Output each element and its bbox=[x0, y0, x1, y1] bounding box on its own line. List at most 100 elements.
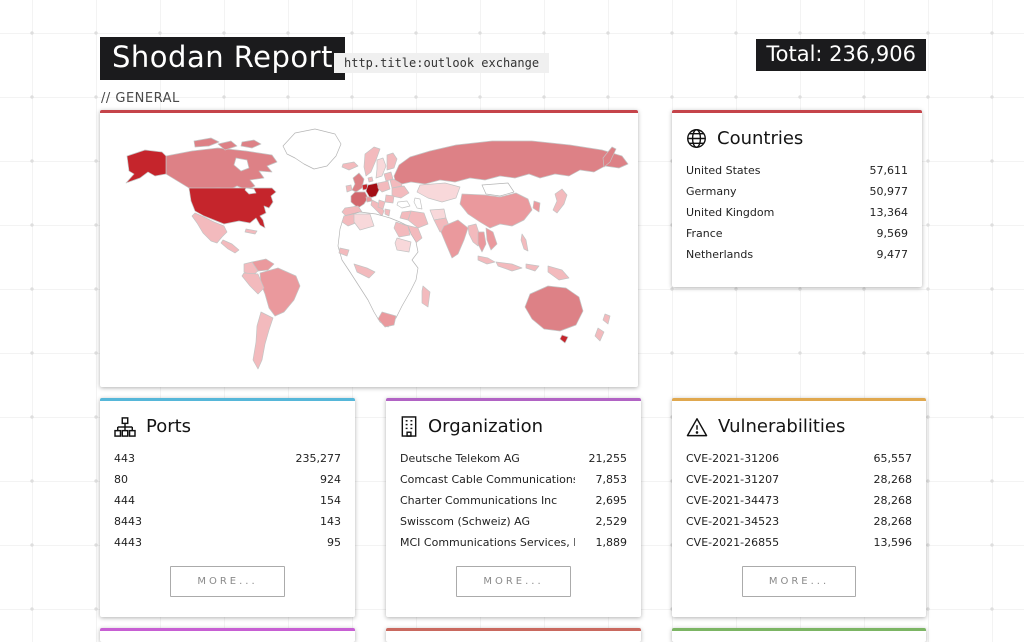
organization-count: 2,529 bbox=[595, 515, 628, 528]
arctic-islands-c bbox=[240, 139, 262, 149]
port-count: 924 bbox=[320, 473, 341, 486]
great-lakes bbox=[244, 187, 257, 195]
country-iceland bbox=[341, 161, 359, 171]
hudson-bay bbox=[233, 157, 250, 172]
black-sea bbox=[396, 200, 411, 209]
organization-row[interactable]: Deutsche Telekom AG 21,255 bbox=[400, 448, 627, 469]
country-russia bbox=[393, 140, 629, 185]
arctic-islands-a bbox=[193, 137, 220, 148]
port-count: 154 bbox=[320, 494, 341, 507]
country-row[interactable]: France 9,569 bbox=[686, 223, 908, 244]
port-row[interactable]: 443 235,277 bbox=[114, 448, 341, 469]
port-row[interactable]: 4443 95 bbox=[114, 532, 341, 553]
port-row[interactable]: 444 154 bbox=[114, 490, 341, 511]
section-label-general: // GENERAL bbox=[101, 91, 180, 106]
organization-count: 7,853 bbox=[595, 473, 628, 486]
country-china bbox=[459, 192, 533, 229]
countries-panel-header: Countries bbox=[672, 113, 922, 158]
cve-count: 28,268 bbox=[873, 515, 913, 528]
total-count-badge: Total: 236,906 bbox=[756, 39, 926, 71]
cve-count: 28,268 bbox=[873, 473, 913, 486]
organization-panel: Organization Deutsche Telekom AG 21,255 C… bbox=[386, 398, 641, 617]
country-indonesia-a bbox=[495, 261, 523, 272]
country-iraq bbox=[399, 210, 412, 221]
vulnerability-row[interactable]: CVE-2021-26855 13,596 bbox=[686, 532, 912, 553]
country-philippines bbox=[520, 233, 529, 252]
cve-count: 13,596 bbox=[873, 536, 913, 549]
organization-count: 1,889 bbox=[595, 536, 628, 549]
country-uk bbox=[351, 172, 365, 193]
country-row[interactable]: United Kingdom 13,364 bbox=[686, 202, 908, 223]
country-west-africa bbox=[353, 263, 376, 279]
country-canada bbox=[165, 147, 278, 191]
port-number: 4443 bbox=[114, 536, 142, 549]
port-number: 444 bbox=[114, 494, 135, 507]
port-row[interactable]: 80 924 bbox=[114, 469, 341, 490]
organization-row[interactable]: MCI Communications Services, Inc. d/b...… bbox=[400, 532, 627, 553]
organization-rows: Deutsche Telekom AG 21,255 Comcast Cable … bbox=[386, 446, 641, 553]
next-card-stub-3 bbox=[672, 628, 926, 642]
vulnerability-row[interactable]: CVE-2021-34473 28,268 bbox=[686, 490, 912, 511]
vulnerability-row[interactable]: CVE-2021-31206 65,557 bbox=[686, 448, 912, 469]
organization-row[interactable]: Charter Communications Inc 2,695 bbox=[400, 490, 627, 511]
country-row[interactable]: Germany 50,977 bbox=[686, 181, 908, 202]
country-mexico bbox=[191, 212, 228, 244]
port-number: 8443 bbox=[114, 515, 142, 528]
country-sudan bbox=[394, 237, 412, 253]
country-indonesia-b bbox=[525, 263, 540, 272]
organization-row[interactable]: Comcast Cable Communications, LLC 7,853 bbox=[400, 469, 627, 490]
country-row[interactable]: United States 57,611 bbox=[686, 160, 908, 181]
warning-icon bbox=[686, 417, 708, 436]
port-count: 235,277 bbox=[295, 452, 342, 465]
country-central-america bbox=[220, 239, 240, 254]
country-peru bbox=[241, 272, 265, 295]
countries-rows: United States 57,611 Germany 50,977 United… bbox=[672, 158, 922, 265]
port-row[interactable]: 8443 143 bbox=[114, 511, 341, 532]
country-sweden bbox=[375, 157, 387, 179]
vulnerability-row[interactable]: CVE-2021-34523 28,268 bbox=[686, 511, 912, 532]
cve-id: CVE-2021-26855 bbox=[686, 536, 780, 549]
port-count: 95 bbox=[327, 536, 341, 549]
ports-more-button[interactable]: MORE... bbox=[170, 566, 285, 597]
vulnerabilities-more-button[interactable]: MORE... bbox=[741, 566, 857, 597]
organization-more-button[interactable]: MORE... bbox=[456, 566, 571, 597]
search-query-chip[interactable]: http.title:outlook exchange bbox=[334, 53, 550, 73]
country-new-guinea bbox=[547, 265, 570, 281]
organization-row[interactable]: Swisscom (Schweiz) AG 2,529 bbox=[400, 511, 627, 532]
ports-panel-title: Ports bbox=[146, 416, 192, 437]
country-myanmar bbox=[467, 223, 481, 247]
countries-panel-title: Countries bbox=[717, 128, 804, 149]
country-finland bbox=[386, 152, 398, 171]
country-india bbox=[440, 219, 469, 259]
country-name: United States bbox=[686, 164, 761, 177]
ports-rows: 443 235,277 80 924 444 154 8443 143 4443 95 bbox=[100, 446, 355, 553]
country-baltics bbox=[383, 171, 394, 182]
country-name: United Kingdom bbox=[686, 206, 775, 219]
country-kazakhstan bbox=[416, 182, 461, 203]
ports-panel-header: Ports bbox=[100, 401, 355, 446]
country-senegal bbox=[338, 247, 350, 257]
vulnerability-row[interactable]: CVE-2021-31207 28,268 bbox=[686, 469, 912, 490]
page-title: Shodan Report bbox=[100, 37, 345, 80]
building-icon bbox=[401, 416, 417, 437]
country-count: 50,977 bbox=[869, 185, 909, 198]
country-kamchatka bbox=[602, 146, 617, 168]
vulnerabilities-panel-title: Vulnerabilities bbox=[718, 416, 846, 437]
world-map-card bbox=[100, 110, 638, 387]
country-alaska bbox=[125, 149, 167, 184]
vulnerabilities-panel: Vulnerabilities CVE-2021-31206 65,557 CVE… bbox=[672, 398, 926, 617]
caspian-sea bbox=[413, 197, 423, 210]
world-map-choropleth[interactable] bbox=[100, 116, 638, 387]
country-norway bbox=[363, 146, 381, 177]
country-germany bbox=[365, 182, 380, 199]
organization-count: 2,695 bbox=[595, 494, 628, 507]
country-cuba bbox=[244, 228, 258, 235]
country-balkans bbox=[377, 199, 386, 210]
country-france bbox=[350, 191, 369, 209]
country-korea bbox=[532, 200, 541, 213]
organization-name: Deutsche Telekom AG bbox=[400, 452, 520, 465]
port-count: 143 bbox=[320, 515, 341, 528]
organization-name: Comcast Cable Communications, LLC bbox=[400, 473, 575, 486]
sitemap-icon bbox=[114, 416, 136, 437]
country-row[interactable]: Netherlands 9,477 bbox=[686, 244, 908, 265]
